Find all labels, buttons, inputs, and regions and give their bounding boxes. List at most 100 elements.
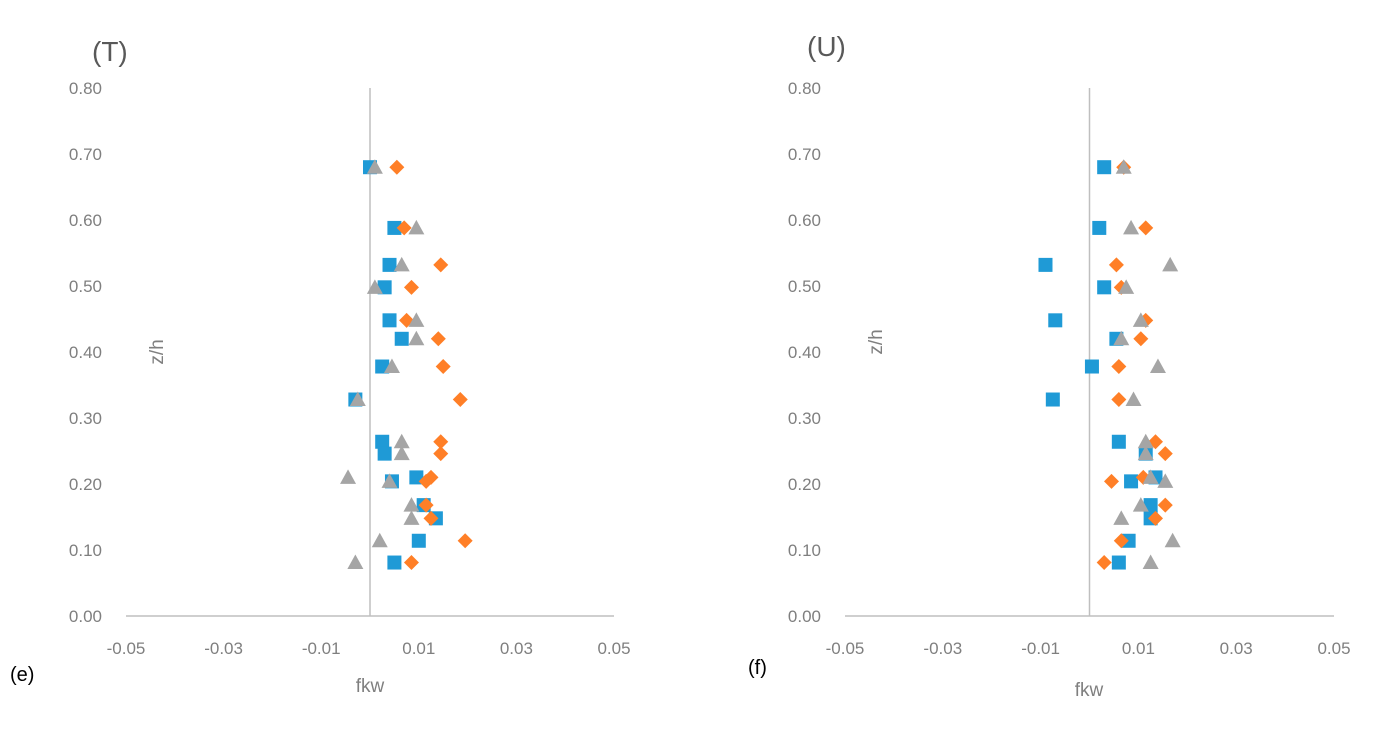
data-point-triangle bbox=[1142, 554, 1159, 570]
data-point-square bbox=[382, 257, 397, 272]
data-point-triangle bbox=[393, 256, 410, 272]
x-tick-label: 0.01 bbox=[1122, 639, 1155, 658]
data-point-diamond bbox=[1133, 331, 1149, 347]
y-tick-label: 0.20 bbox=[69, 475, 102, 494]
data-point-triangle bbox=[393, 445, 410, 461]
data-point-diamond bbox=[452, 392, 468, 408]
data-point-triangle bbox=[1157, 473, 1174, 488]
y-tick-label: 0.20 bbox=[788, 475, 821, 494]
data-point-triangle bbox=[408, 330, 425, 346]
data-point-diamond bbox=[1108, 257, 1124, 273]
data-point-diamond bbox=[1111, 359, 1127, 375]
y-tick-label: 0.50 bbox=[788, 277, 821, 296]
data-point-square bbox=[411, 533, 426, 548]
y-axis-title: z/h bbox=[866, 329, 887, 354]
data-point-triangle bbox=[1149, 358, 1166, 374]
data-point-triangle bbox=[1118, 279, 1135, 294]
chart-title: (T) bbox=[92, 36, 128, 67]
data-point-square bbox=[377, 446, 392, 461]
data-point-triangle bbox=[393, 433, 410, 449]
data-point-square bbox=[1045, 392, 1060, 407]
data-point-square bbox=[1111, 555, 1126, 570]
axes bbox=[126, 88, 614, 617]
chart-panel-u: (U) (f) fkw z/h 0.00 0.10 0.20 0.30 0.40 0.50… bbox=[748, 31, 1351, 701]
x-tick-label: 0.05 bbox=[1317, 639, 1350, 658]
chart-title: (U) bbox=[807, 31, 846, 62]
x-tick-label: -0.01 bbox=[302, 639, 341, 658]
y-tick-label: 0.80 bbox=[788, 79, 821, 98]
y-axis-title: z/h bbox=[147, 339, 168, 364]
data-point-diamond bbox=[1104, 473, 1120, 489]
data-point-square bbox=[1038, 257, 1053, 272]
data-point-square bbox=[394, 331, 409, 346]
data-point-diamond bbox=[1113, 533, 1129, 549]
y-tick-label: 0.30 bbox=[788, 409, 821, 428]
x-tick-label: 0.03 bbox=[1220, 639, 1253, 658]
y-tick-label: 0.00 bbox=[788, 607, 821, 626]
chart-panel-t: (T) (e) fkw z/h 0.00 0.10 0.20 0.30 0.40 0.50… bbox=[10, 36, 631, 697]
data-point-square bbox=[1111, 434, 1126, 449]
data-points bbox=[1038, 159, 1181, 571]
y-tick-label: 0.50 bbox=[69, 277, 102, 296]
y-tick-label: 0.40 bbox=[69, 343, 102, 362]
y-tick-label: 0.10 bbox=[69, 541, 102, 560]
x-tick-label: -0.03 bbox=[923, 639, 962, 658]
y-tick-label: 0.80 bbox=[69, 79, 102, 98]
data-point-square bbox=[1092, 220, 1107, 235]
y-tick-label: 0.30 bbox=[69, 409, 102, 428]
data-point-triangle bbox=[349, 391, 366, 407]
data-point-diamond bbox=[418, 473, 434, 489]
data-point-square bbox=[1097, 280, 1112, 295]
y-tick-label: 0.10 bbox=[788, 541, 821, 560]
data-point-diamond bbox=[1138, 220, 1154, 236]
y-tick-label: 0.60 bbox=[69, 211, 102, 230]
x-tick-label: 0.01 bbox=[402, 639, 435, 658]
data-point-triangle bbox=[1137, 433, 1154, 449]
data-point-diamond bbox=[1148, 510, 1164, 526]
data-point-triangle bbox=[1115, 159, 1132, 174]
data-point-diamond bbox=[1096, 555, 1112, 571]
y-tick-label: 0.00 bbox=[69, 607, 102, 626]
data-point-triangle bbox=[1113, 510, 1130, 525]
x-tick-label: 0.05 bbox=[597, 639, 630, 658]
data-point-diamond bbox=[418, 497, 434, 513]
data-point-square bbox=[1048, 313, 1063, 328]
x-tick-label: -0.03 bbox=[204, 639, 243, 658]
data-point-diamond bbox=[403, 279, 419, 295]
data-point-diamond bbox=[389, 159, 405, 175]
x-axis-title: fkw bbox=[1075, 680, 1104, 701]
data-point-triangle bbox=[340, 469, 357, 484]
data-point-triangle bbox=[1142, 469, 1159, 484]
x-tick-label: -0.05 bbox=[107, 639, 146, 658]
data-point-triangle bbox=[1132, 497, 1149, 512]
data-point-triangle bbox=[1113, 330, 1130, 346]
data-point-square bbox=[1097, 160, 1112, 175]
data-point-triangle bbox=[1164, 532, 1181, 548]
x-tick-label: -0.05 bbox=[826, 639, 865, 658]
data-point-diamond bbox=[433, 434, 449, 450]
data-point-diamond bbox=[1157, 497, 1173, 513]
panel-label: (f) bbox=[748, 657, 767, 679]
data-point-square bbox=[375, 434, 390, 449]
data-point-diamond bbox=[430, 331, 446, 347]
data-point-triangle bbox=[366, 279, 383, 294]
data-point-triangle bbox=[408, 312, 425, 327]
tick-labels: 0.00 0.10 0.20 0.30 0.40 0.50 0.60 0.70 0.80 -0.0… bbox=[69, 79, 631, 658]
data-point-triangle bbox=[383, 358, 400, 374]
data-point-diamond bbox=[457, 533, 473, 549]
x-tick-label: -0.01 bbox=[1021, 639, 1060, 658]
data-point-diamond bbox=[1111, 392, 1127, 408]
y-tick-label: 0.40 bbox=[788, 343, 821, 362]
data-point-diamond bbox=[433, 257, 449, 273]
x-axis-title: fkw bbox=[356, 676, 385, 697]
data-point-triangle bbox=[1123, 219, 1140, 235]
data-point-square bbox=[387, 555, 402, 570]
data-point-triangle bbox=[371, 532, 388, 548]
data-point-triangle bbox=[1137, 445, 1154, 461]
data-point-diamond bbox=[403, 555, 419, 571]
axes bbox=[845, 88, 1334, 617]
data-point-diamond bbox=[423, 510, 439, 526]
data-point-square bbox=[1124, 474, 1139, 489]
data-point-triangle bbox=[403, 497, 420, 512]
